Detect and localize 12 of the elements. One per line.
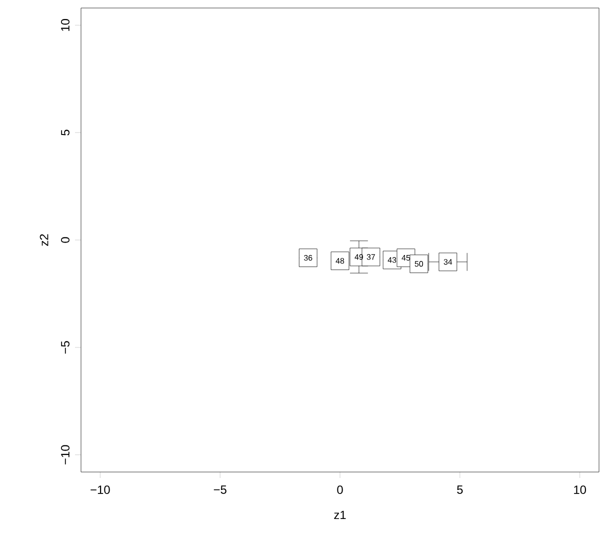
y-tick-label: −10 [61,445,70,464]
x-tick-label: 0 [337,486,343,494]
x-tick-label: −10 [90,486,110,494]
y-tick-label: −5 [61,341,70,354]
y-axis-title: z2 [40,234,48,246]
x-tick-label: −5 [214,486,226,494]
y-tick-label: 0 [61,237,70,243]
x-tick-label: 10 [574,486,586,494]
x-tick-label: 5 [457,486,463,494]
y-tick-label: 5 [61,130,70,136]
y-tick-label: 10 [61,18,70,31]
x-axis-title: z1 [334,510,346,520]
